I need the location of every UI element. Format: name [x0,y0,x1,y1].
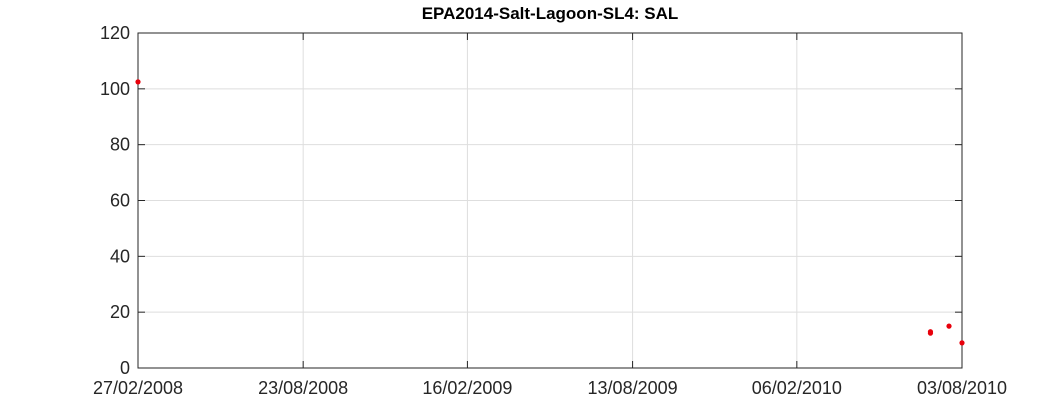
data-point [946,323,952,329]
y-tick-label: 120 [100,23,130,43]
chart-title: EPA2014-Salt-Lagoon-SL4: SAL [421,4,679,23]
y-tick-label: 20 [110,302,130,322]
y-tick-label: 0 [120,358,130,378]
x-tick-label: 13/08/2009 [588,378,678,398]
y-tick-label: 100 [100,79,130,99]
x-tick-label: 23/08/2008 [258,378,348,398]
x-tick-label: 03/08/2010 [917,378,1007,398]
x-tick-label: 27/02/2008 [93,378,183,398]
data-point [135,79,141,85]
y-tick-label: 80 [110,135,130,155]
x-tick-label: 16/02/2009 [422,378,512,398]
y-tick-label: 60 [110,191,130,211]
data-point [959,340,965,346]
data-point [927,329,934,335]
x-tick-label: 06/02/2010 [752,378,842,398]
y-tick-label: 40 [110,246,130,266]
